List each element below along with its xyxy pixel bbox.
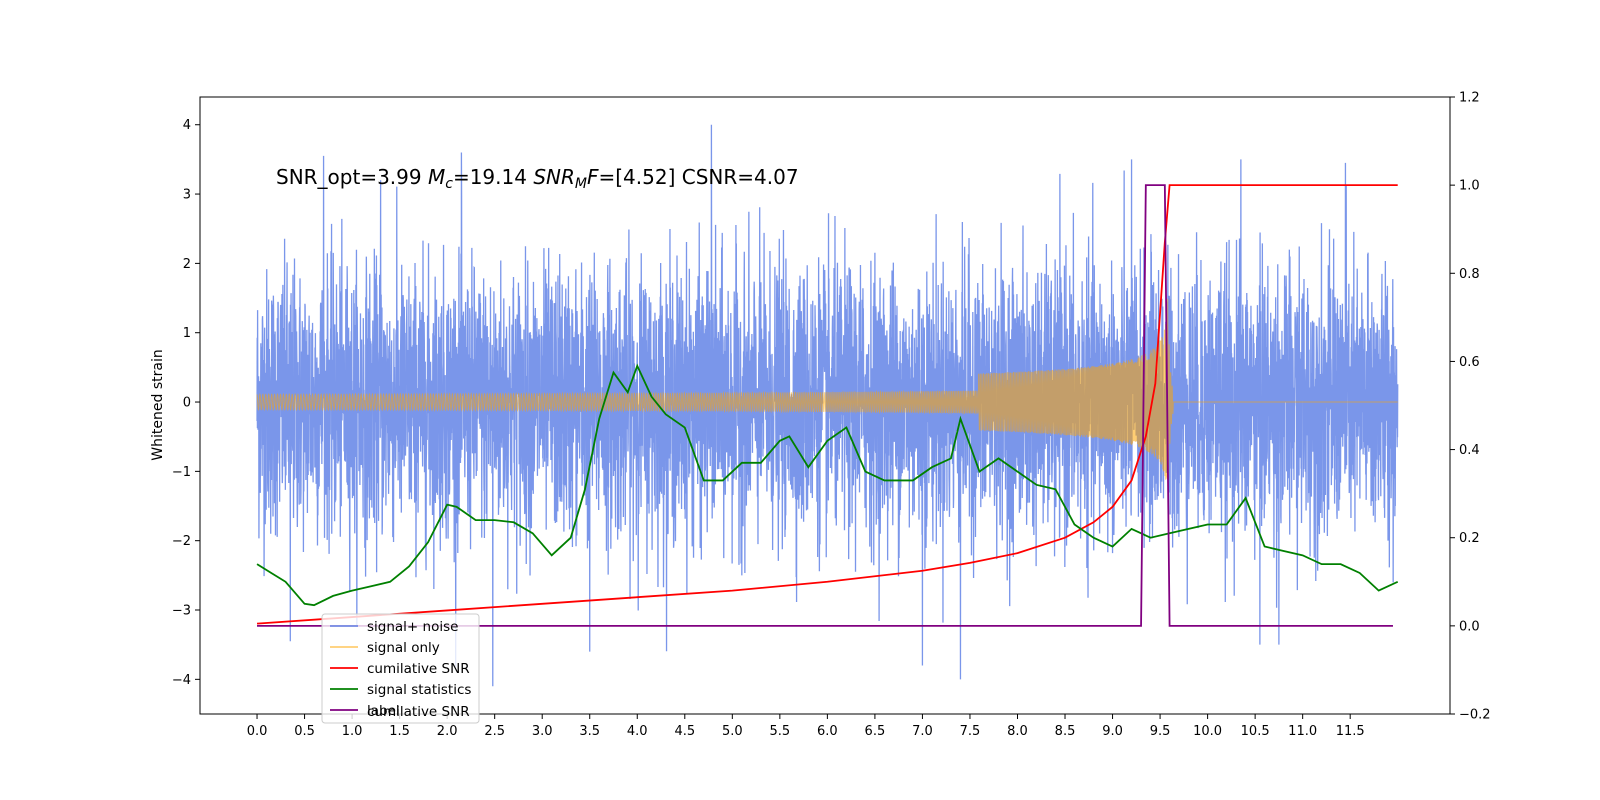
y-right-tick-label: −0.2 [1459, 708, 1491, 723]
axes-frame [199, 96, 1451, 715]
x-tick-label: 1.0 [342, 724, 363, 739]
x-tick-label: 7.0 [912, 724, 933, 739]
series-signal-noise [256, 124, 1399, 687]
legend-entry: cumilative SNR [367, 661, 470, 677]
legend-box [321, 613, 480, 724]
y-tick-label: 0 [183, 396, 191, 411]
x-tick-label: 10.0 [1193, 724, 1222, 739]
x-tick-label: 0.0 [247, 724, 268, 739]
x-tick-label: 2.0 [437, 724, 458, 739]
annotation-part: M [575, 176, 587, 192]
series-signal-statistics [256, 363, 1399, 607]
legend-ghost-text: cumilative SNR [367, 704, 470, 720]
y-right-tick-label: 0.8 [1459, 267, 1480, 282]
x-tick-label: 6.5 [865, 724, 886, 739]
y-tick-label: 2 [183, 257, 191, 272]
x-tick-label: 11.5 [1336, 724, 1365, 739]
x-tick-label: 5.0 [722, 724, 743, 739]
y-tick-label: −1 [172, 465, 191, 480]
x-tick-label: 10.5 [1241, 724, 1270, 739]
y-right-tick-label: 1.0 [1459, 179, 1480, 194]
legend-entry: signal statistics [367, 682, 471, 698]
y-axis-label: Whitened strain [150, 349, 166, 460]
y-tick-label: −2 [172, 534, 191, 549]
x-tick-label: 11.0 [1288, 724, 1317, 739]
annotation-text: SNR_opt=3.99 Mc=19.14 SNRMF=[4.52] CSNR=… [276, 165, 799, 192]
x-tick-label: 3.0 [532, 724, 553, 739]
y-right-tick-label: 0.4 [1459, 443, 1480, 458]
x-tick-label: 5.5 [770, 724, 791, 739]
y-tick-label: −4 [172, 673, 191, 688]
y-tick-label: 3 [183, 188, 191, 203]
x-tick-label: 0.5 [294, 724, 315, 739]
annotation-part: =19.14 [453, 165, 533, 189]
x-tick-label: 8.0 [1007, 724, 1028, 739]
y-tick-label: 4 [183, 118, 191, 133]
y-right-tick-label: 0.2 [1459, 531, 1480, 546]
x-tick-label: 4.0 [627, 724, 648, 739]
y-right-tick-label: 1.2 [1459, 91, 1480, 106]
x-tick-label: 3.5 [579, 724, 600, 739]
x-tick-label: 6.0 [817, 724, 838, 739]
x-tick-label: 8.5 [1055, 724, 1076, 739]
x-tick-label: 9.0 [1102, 724, 1123, 739]
legend: cumilative SNR signal+ noise signal only cu… [321, 613, 480, 724]
annotation-part: =[4.52] CSNR=4.07 [599, 165, 799, 189]
plot-area [256, 124, 1399, 687]
legend-entry: signal+ noise [367, 619, 458, 635]
series-signal-only [256, 298, 1398, 480]
series-label [257, 184, 1393, 627]
annotation-part: F [587, 165, 599, 189]
x-tick-label: 2.5 [484, 724, 505, 739]
y-right-tick-label: 0.6 [1459, 355, 1480, 370]
x-tick-label: 4.5 [674, 724, 695, 739]
legend-entry: label [367, 703, 400, 719]
x-tick-label: 7.5 [960, 724, 981, 739]
legend-entry: signal only [367, 640, 440, 656]
annotation-part: M [428, 165, 445, 189]
annotation-part: SNR [533, 165, 575, 189]
x-tick-label: 9.5 [1150, 724, 1171, 739]
annotation-part: SNR_opt=3.99 [276, 165, 428, 189]
x-tick-label: 1.5 [389, 724, 410, 739]
ticks: 0.0 0.5 1.0 1.5 2.0 2.5 3.0 3.5 4.0 4.5 5.0 5.5 6.0 6… [172, 91, 1491, 740]
annotation-part: c [445, 176, 453, 192]
y-tick-label: 1 [183, 326, 191, 341]
y-tick-label: −3 [172, 604, 191, 619]
series-cumulative-snr [256, 184, 1398, 625]
y-right-tick-label: 0.0 [1459, 619, 1480, 634]
